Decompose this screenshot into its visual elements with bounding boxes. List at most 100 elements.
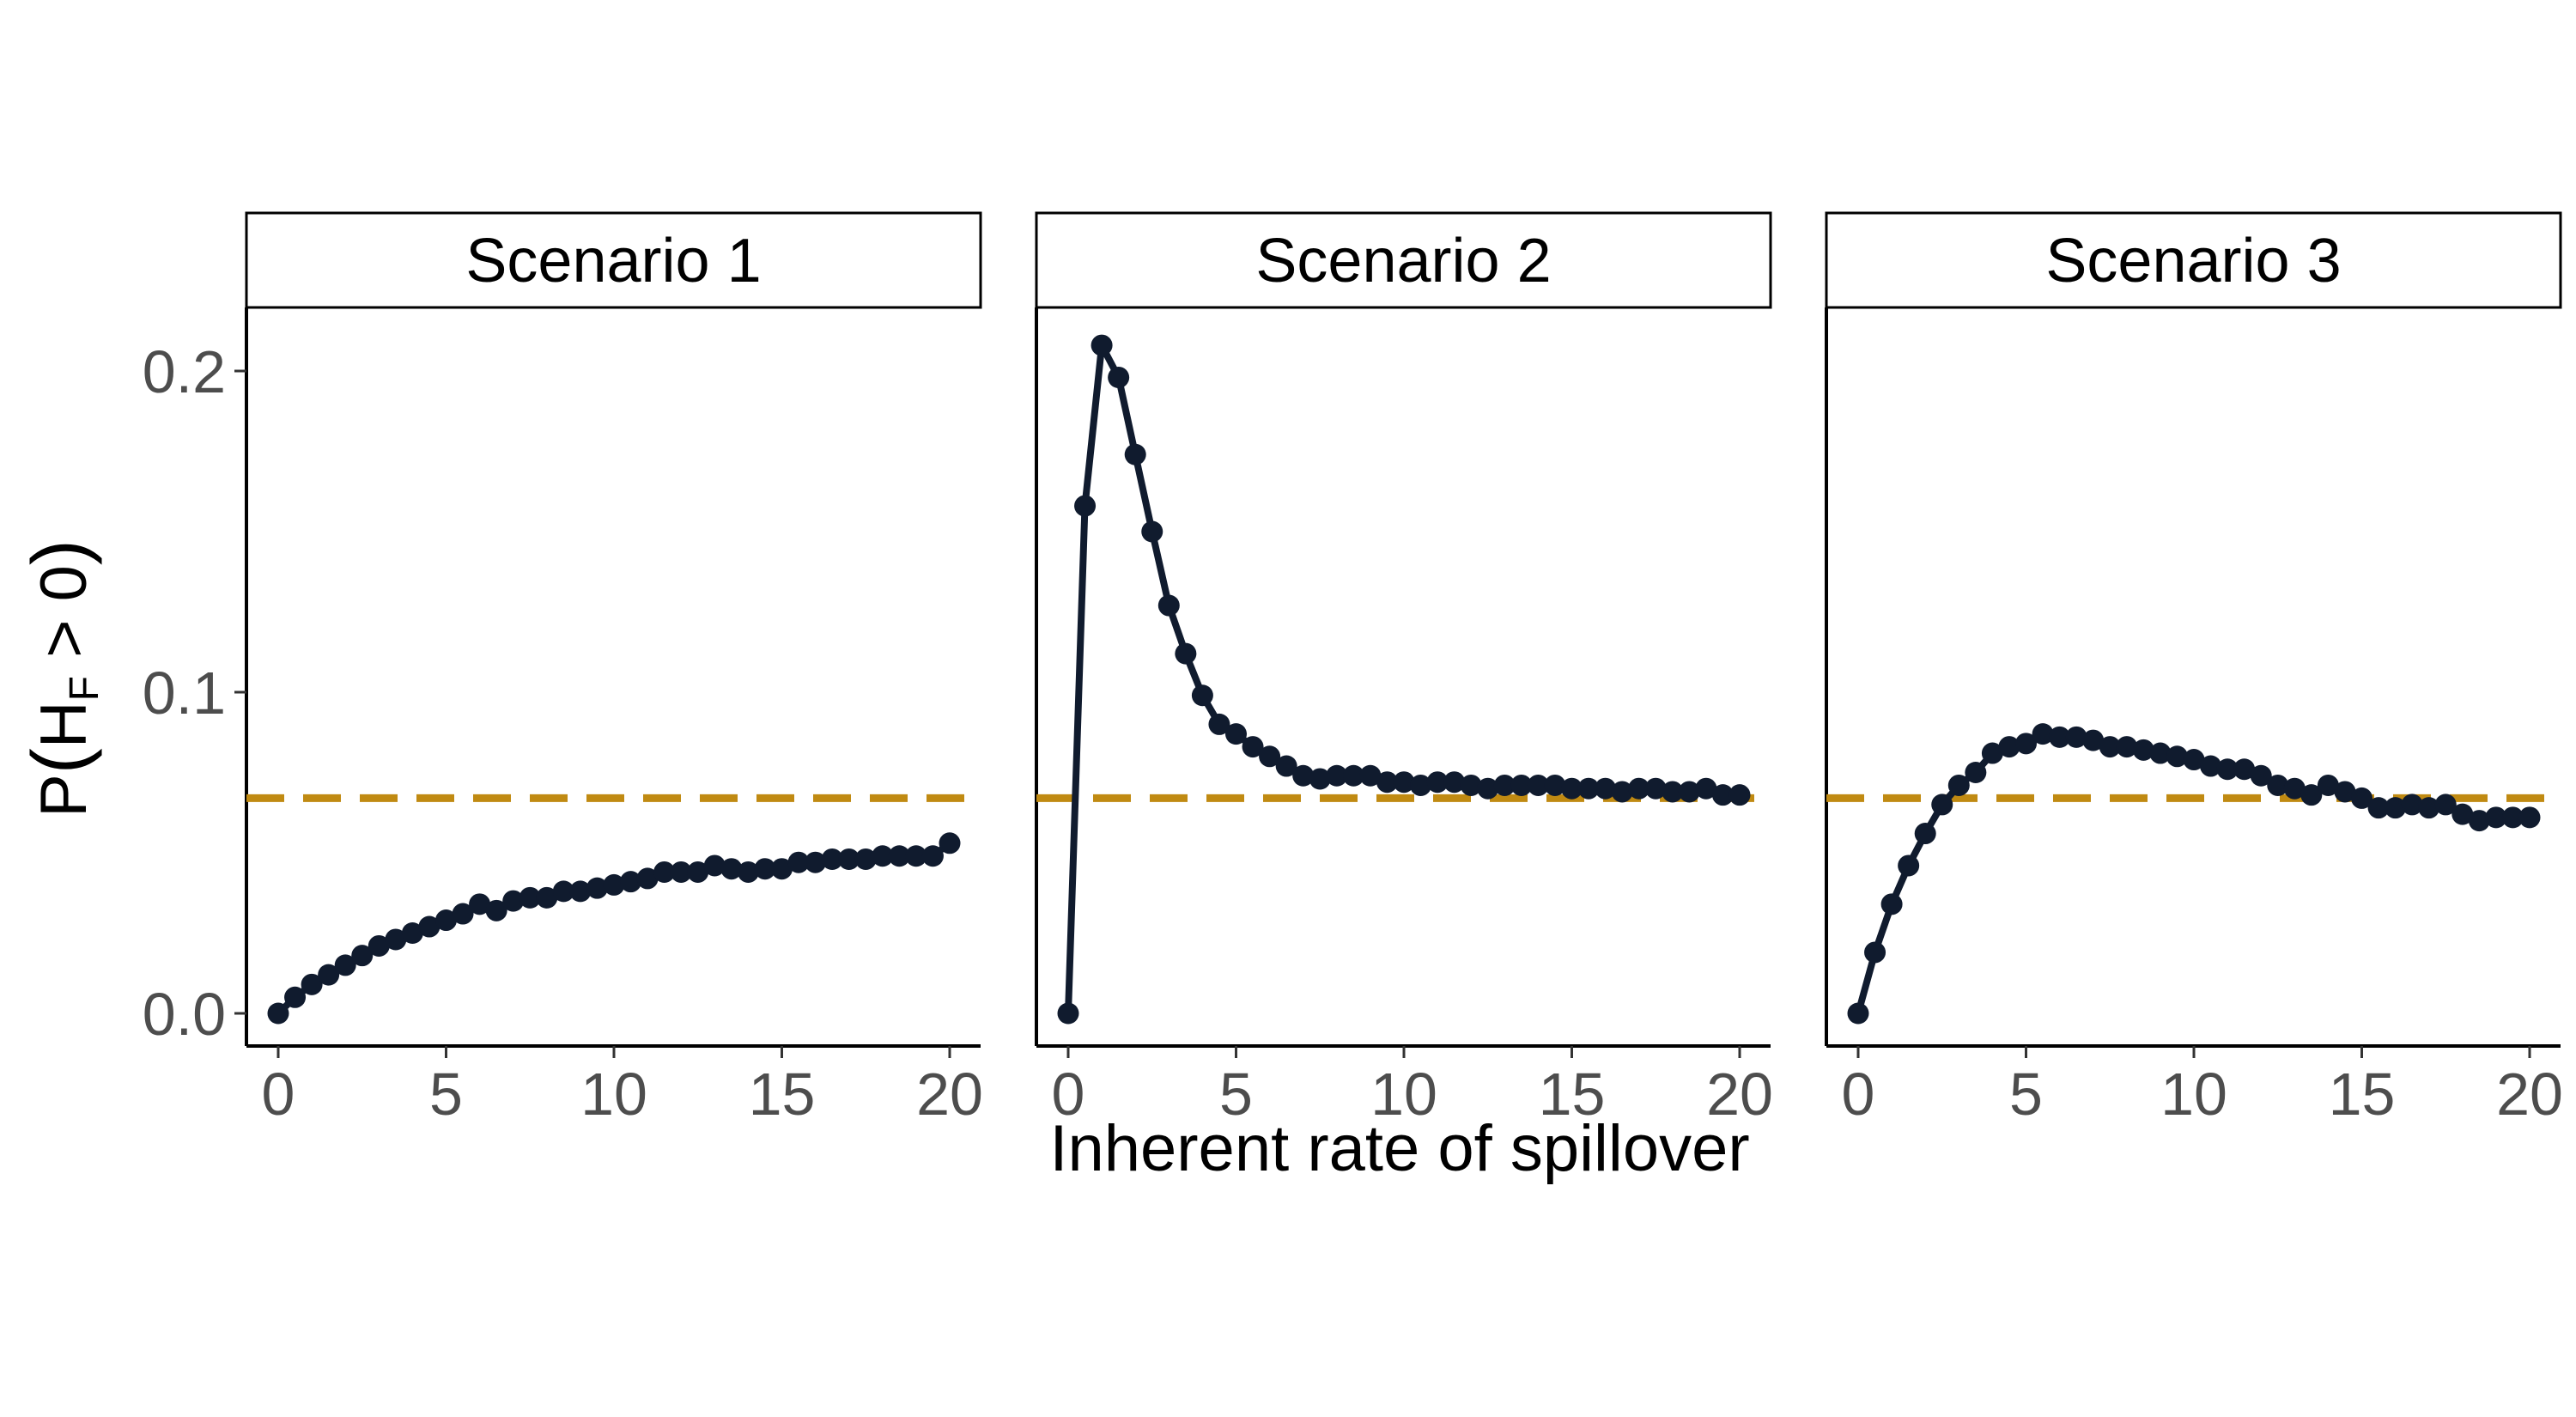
data-point <box>1595 777 1617 800</box>
data-point <box>687 861 709 883</box>
data-point <box>2250 764 2272 787</box>
data-point <box>636 867 659 890</box>
data-point <box>905 845 927 867</box>
x-tick-label: 10 <box>1370 1061 1437 1128</box>
data-point <box>1898 854 1920 877</box>
data-point <box>519 886 541 909</box>
data-point <box>1141 520 1163 543</box>
data-point <box>2032 723 2054 745</box>
data-point <box>2501 806 2524 829</box>
x-tick-label: 20 <box>2496 1061 2563 1128</box>
data-point <box>888 845 910 867</box>
panel-2: Scenario 2 0 5 10 15 20 <box>1035 211 1773 1128</box>
data-point <box>2049 726 2071 748</box>
x-tick-label: 15 <box>749 1061 816 1128</box>
data-point <box>536 886 558 909</box>
data-point <box>1998 736 2020 758</box>
panel-1: Scenario 1 0 5 10 15 20 0.0 0.1 0.2 <box>143 211 983 1128</box>
data-point <box>603 873 625 896</box>
data-point <box>2099 736 2121 758</box>
data-point <box>2401 794 2423 816</box>
data-point <box>2233 758 2256 781</box>
data-point <box>1981 742 2003 764</box>
data-point <box>2183 749 2205 771</box>
x-tick-label: 20 <box>916 1061 983 1128</box>
x-tick-label: 0 <box>1052 1061 1085 1128</box>
data-point <box>435 909 457 932</box>
data-point <box>1108 366 1130 388</box>
data-point <box>1847 1002 1869 1025</box>
data-point <box>1376 771 1398 794</box>
data-point <box>1326 764 1348 787</box>
y-axis-title-h: H <box>27 701 100 748</box>
data-point <box>1577 777 1600 800</box>
data-point <box>401 922 423 944</box>
data-point <box>418 915 440 938</box>
panel-strip-box <box>1825 211 2562 309</box>
data-point <box>485 899 507 921</box>
x-tick-label: 15 <box>1539 1061 1606 1128</box>
data-point <box>1225 723 1247 745</box>
y-axis-title: P(HF > 0) <box>17 539 107 818</box>
data-point <box>334 954 356 976</box>
data-point <box>737 861 759 883</box>
data-point <box>1493 774 1516 796</box>
data-point <box>552 880 574 903</box>
data-point <box>1124 443 1146 465</box>
data-point <box>921 845 944 867</box>
data-point <box>1259 745 1281 768</box>
data-point <box>267 1002 289 1025</box>
data-point <box>1157 594 1180 617</box>
data-point <box>1460 774 1482 796</box>
data-point <box>1091 334 1113 356</box>
y-axis-title-subscript: F <box>62 676 107 701</box>
data-point <box>1527 774 1549 796</box>
data-point <box>1628 777 1650 800</box>
data-point <box>2367 797 2390 819</box>
data-point <box>1443 771 1466 794</box>
data-point <box>469 893 491 915</box>
data-point <box>1309 768 1331 790</box>
data-point <box>2434 794 2457 816</box>
panel-strip-title: Scenario 1 <box>465 227 761 295</box>
data-point <box>318 964 340 986</box>
data-point <box>2065 726 2087 748</box>
data-point <box>821 848 843 870</box>
x-tick-label: 10 <box>580 1061 647 1128</box>
x-tick-label: 0 <box>1842 1061 1875 1128</box>
x-tick-label: 5 <box>2009 1061 2043 1128</box>
x-tick-label: 10 <box>2160 1061 2227 1128</box>
data-point <box>653 861 676 883</box>
data-point <box>452 903 474 925</box>
data-point <box>2451 803 2474 825</box>
data-point <box>2200 755 2222 777</box>
x-tick-label: 5 <box>429 1061 463 1128</box>
panel-strip-title: Scenario 2 <box>1255 227 1551 295</box>
panel-strip-box <box>245 211 982 309</box>
data-point <box>703 854 726 877</box>
data-point <box>1880 893 1903 915</box>
data-point <box>1644 777 1667 800</box>
data-point <box>2418 797 2440 819</box>
data-point <box>2267 774 2289 796</box>
data-point <box>368 934 390 957</box>
data-point <box>284 986 307 1008</box>
data-point <box>301 973 323 995</box>
data-point <box>2334 781 2356 803</box>
data-point <box>1510 774 1533 796</box>
data-point <box>670 861 692 883</box>
data-point <box>2300 784 2323 806</box>
data-point <box>1965 762 1987 783</box>
data-point <box>2518 806 2541 829</box>
data-point <box>2116 736 2138 758</box>
panel-strip-box <box>1035 211 1772 309</box>
data-point <box>2283 777 2306 800</box>
data-point <box>2166 745 2188 768</box>
data-point <box>569 880 592 903</box>
data-point <box>1292 764 1315 787</box>
y-axis-title-prefix: P <box>27 774 100 818</box>
data-point <box>805 851 827 873</box>
data-point <box>620 871 642 893</box>
data-point <box>1864 941 1886 964</box>
